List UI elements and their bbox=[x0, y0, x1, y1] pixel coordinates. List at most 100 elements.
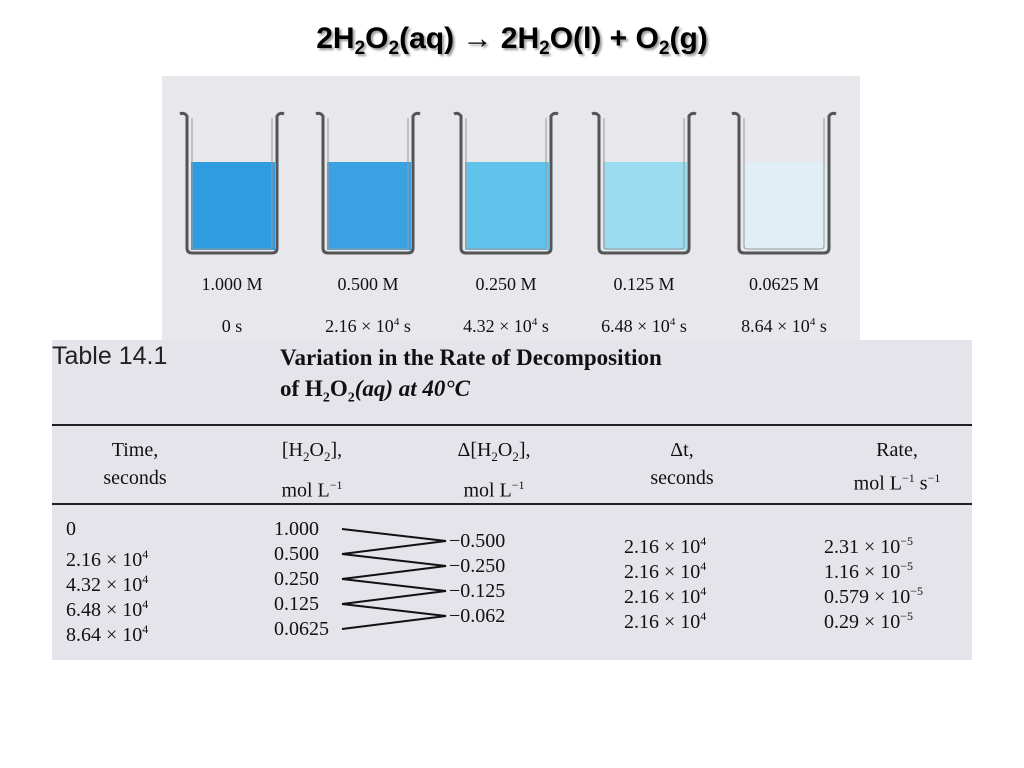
rate-cell: 0.29 × 10−5 bbox=[824, 609, 914, 633]
rate-table: Table 14.1 Variation in the Rate of Deco… bbox=[52, 340, 972, 660]
title-subscript: 2 bbox=[539, 38, 550, 59]
beaker-figure: 1.000 M 0 s 0.500 M 2.16 × 104 s 0.250 M 4.32… bbox=[162, 76, 860, 342]
beaker-graphic bbox=[179, 111, 285, 255]
header-text: ], bbox=[330, 439, 343, 461]
header-text: O bbox=[497, 439, 513, 461]
concentration-cell: 0.500 bbox=[274, 543, 319, 565]
time-exponent: 4 bbox=[669, 316, 676, 328]
beaker bbox=[312, 106, 424, 256]
caption-text: of H bbox=[280, 376, 323, 401]
time-cell: 2.16 × 104 bbox=[66, 547, 149, 571]
beaker-inner-wall bbox=[743, 118, 825, 250]
difference-connectors bbox=[341, 528, 447, 630]
beaker-glass bbox=[179, 111, 285, 255]
time-exponent: 4 bbox=[531, 316, 538, 328]
title-text: O bbox=[365, 22, 389, 55]
caption-subscript: 2 bbox=[347, 390, 355, 406]
exponent: 4 bbox=[142, 572, 149, 586]
exponent: 4 bbox=[700, 609, 707, 623]
header-dt-line1: Δt, bbox=[670, 439, 694, 461]
exponent: 4 bbox=[700, 584, 707, 598]
beaker-graphic bbox=[453, 111, 559, 255]
beaker-time-label: 0 s bbox=[221, 316, 243, 336]
header-delta-t: Δt, seconds bbox=[622, 436, 742, 492]
table-caption: Variation in the Rate of Decomposition o… bbox=[280, 342, 840, 414]
header-superscript: −1 bbox=[511, 478, 525, 492]
exponent: −5 bbox=[900, 559, 914, 573]
time-exponent: 4 bbox=[393, 316, 400, 328]
header-subscript: 2 bbox=[323, 449, 331, 464]
table-label: Table 14.1 bbox=[52, 342, 168, 370]
header-rate: Rate, mol L−1 s−1 bbox=[822, 436, 972, 498]
beaker-inner-wall bbox=[603, 118, 685, 250]
beaker-glass bbox=[591, 111, 697, 255]
concentration-cell: 0.125 bbox=[274, 593, 319, 615]
beaker-inner-wall bbox=[191, 118, 273, 250]
exponent: 4 bbox=[142, 547, 149, 561]
title-subscript: 2 bbox=[388, 38, 400, 59]
beaker bbox=[450, 106, 562, 256]
exponent: −5 bbox=[910, 584, 924, 598]
beaker-graphic bbox=[315, 111, 421, 255]
time-cell: 8.64 × 104 bbox=[66, 622, 149, 646]
header-superscript: −1 bbox=[329, 478, 343, 492]
title-subscript: 2 bbox=[354, 38, 366, 59]
header-concentration: [H2O2], mol L−1 bbox=[252, 436, 372, 505]
caption-text: O bbox=[329, 376, 348, 401]
beaker-time-label: 6.48 × 104 s bbox=[601, 316, 687, 336]
header-conc-line2: mol L−1 bbox=[252, 471, 372, 505]
beaker-graphic bbox=[731, 111, 837, 255]
header-subscript: 2 bbox=[512, 449, 519, 464]
delta-t-cell: 2.16 × 104 bbox=[624, 584, 707, 608]
delta-concentration-cell: −0.500 bbox=[449, 530, 506, 552]
beaker-solution bbox=[191, 162, 275, 250]
exponent: 4 bbox=[700, 534, 707, 548]
concentration-cell: 1.000 bbox=[274, 518, 319, 540]
header-text: ], bbox=[518, 439, 531, 461]
exponent: 4 bbox=[142, 622, 149, 636]
header-text: mol L bbox=[281, 479, 330, 502]
header-dconc-line1: Δ[H2O2], bbox=[424, 436, 564, 471]
caption-text: (aq) at 40°C bbox=[354, 376, 470, 401]
beaker-concentration-label: 0.500 M bbox=[337, 274, 399, 294]
beaker-glass bbox=[731, 111, 837, 255]
exponent: 4 bbox=[700, 559, 707, 573]
beaker-solution bbox=[465, 162, 549, 250]
delta-t-cell: 2.16 × 104 bbox=[624, 609, 707, 633]
rate-cell: 1.16 × 10−5 bbox=[824, 559, 914, 583]
header-text: O bbox=[309, 439, 324, 461]
title-text: (aq) → 2H bbox=[399, 22, 540, 55]
header-rate-line2: mol L−1 s−1 bbox=[822, 464, 972, 498]
header-time-line2: seconds bbox=[103, 467, 167, 489]
beaker-concentration-label: 0.125 M bbox=[613, 274, 675, 294]
delta-t-cell: 2.16 × 104 bbox=[624, 534, 707, 558]
header-conc-line1: [H2O2], bbox=[252, 436, 372, 471]
table-rule-top bbox=[52, 424, 972, 426]
connector-line bbox=[341, 553, 447, 580]
beaker bbox=[588, 106, 700, 256]
delta-concentration-cell: −0.125 bbox=[449, 580, 506, 602]
delta-concentration-cell: −0.062 bbox=[449, 605, 506, 627]
beaker-graphic bbox=[591, 111, 697, 255]
beaker-time-label: 8.64 × 104 s bbox=[741, 316, 827, 336]
title-text: 2H bbox=[316, 22, 355, 55]
header-text: [H bbox=[281, 439, 303, 461]
connector-line bbox=[341, 528, 447, 555]
header-delta-concentration: Δ[H2O2], mol L−1 bbox=[424, 436, 564, 505]
beaker-solution bbox=[603, 162, 687, 250]
exponent: −5 bbox=[900, 609, 914, 623]
beaker-glass bbox=[315, 111, 421, 255]
reaction-equation-title: 2H2O2(aq) → 2H2O(l) + O2(g) bbox=[0, 22, 1024, 59]
caption-line-2: of H2O2(aq) at 40°C bbox=[280, 373, 840, 414]
header-text: Δ[H bbox=[457, 439, 492, 461]
title-text: (g) bbox=[669, 22, 708, 55]
delta-concentration-cell: −0.250 bbox=[449, 555, 506, 577]
header-subscript: 2 bbox=[491, 449, 498, 464]
caption-line-1: Variation in the Rate of Decomposition bbox=[280, 345, 662, 370]
beaker bbox=[728, 106, 840, 256]
exponent: 4 bbox=[142, 597, 149, 611]
header-subscript: 2 bbox=[302, 449, 310, 464]
header-dt-line2: seconds bbox=[650, 467, 714, 489]
header-rate-line1: Rate, bbox=[876, 439, 918, 461]
beaker-concentration-label: 0.250 M bbox=[475, 274, 537, 294]
